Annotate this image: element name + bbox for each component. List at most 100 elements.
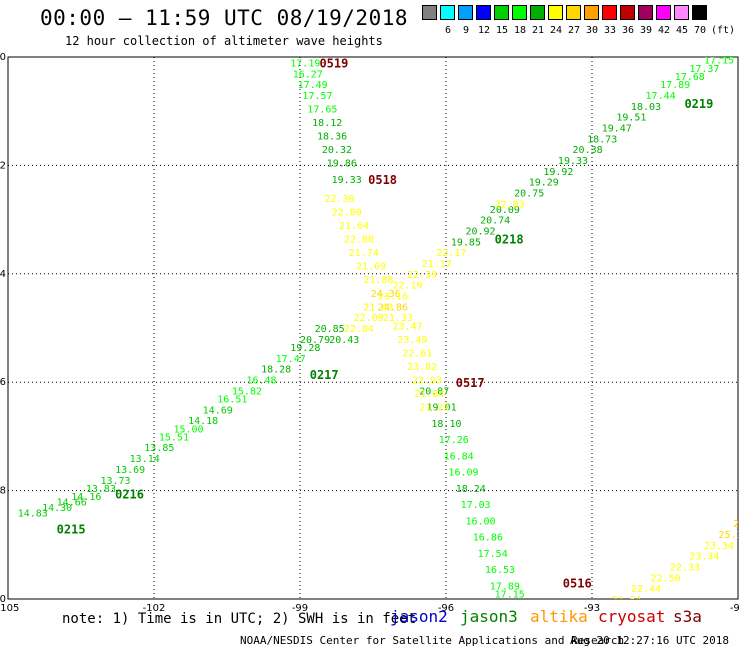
wave-height-value: 20.79	[300, 335, 330, 346]
wave-height-value: 17.89	[660, 80, 690, 91]
legend-swatch	[566, 5, 581, 20]
wave-height-value: 14.66	[57, 497, 87, 508]
wave-height-value: 13.73	[100, 476, 130, 487]
wave-height-value: 15.51	[159, 432, 189, 443]
chart-title: 00:00 – 11:59 UTC 08/19/2018	[40, 6, 409, 30]
wave-height-value: 14.69	[203, 405, 233, 416]
wave-height-value: 14.18	[188, 416, 218, 427]
wave-height-value: 22.09	[354, 313, 384, 324]
wave-height-value: 23.16	[378, 291, 408, 302]
y-tick-label: -60	[0, 594, 6, 605]
y-tick-label: -56	[0, 377, 6, 388]
footer-timestamp: Aug 20 12:27:16 UTC 2018	[570, 634, 729, 647]
legend-cryosat: cryosat	[598, 607, 666, 626]
legend-swatch	[584, 5, 599, 20]
wave-height-value: 16.27	[293, 69, 323, 80]
wave-height-value: 24.86	[378, 302, 408, 313]
wave-height-value: 22.61	[402, 348, 432, 359]
legend-swatch	[476, 5, 491, 20]
wave-height-value: 22.17	[436, 248, 466, 259]
wave-height-value: 22.93	[412, 375, 442, 386]
wave-height-value: 16.13	[719, 50, 740, 61]
legend-swatch	[692, 5, 707, 20]
wave-height-value: 19.85	[451, 237, 481, 248]
legend-label: 15	[495, 25, 509, 36]
wave-height-value: 17.37	[689, 64, 719, 75]
wave-height-value: 17.03	[461, 500, 491, 511]
wave-height-value: 22.80	[332, 207, 362, 218]
legend-label: 39	[639, 25, 653, 36]
wave-height-value: 18.12	[312, 118, 342, 129]
legend-swatch	[458, 5, 473, 20]
legend-s3a: s3a	[673, 607, 702, 626]
wave-height-value: 19.86	[327, 159, 357, 170]
y-tick-label: -54	[0, 269, 6, 280]
wave-height-value: 19.51	[616, 113, 646, 124]
wave-height-value: 22.33	[670, 562, 700, 573]
wave-height-value: 15.44	[733, 45, 740, 56]
legend-swatch	[602, 5, 617, 20]
wave-height-value: 20.74	[480, 216, 510, 227]
legend-swatch	[512, 5, 527, 20]
footer-credit: NOAA/NESDIS Center for Satellite Applica…	[240, 634, 625, 647]
wave-height-value: 13.14	[130, 454, 160, 465]
wave-height-value: 18.10	[431, 419, 461, 430]
wave-height-value: 19.33	[332, 175, 362, 186]
wave-height-value: 17.15	[704, 56, 734, 67]
legend-label: 12	[477, 25, 491, 36]
data-layer: 14.8314.3014.6614.1613.8313.7313.6913.14…	[18, 45, 740, 606]
wave-height-value: 21.84	[414, 389, 444, 400]
wave-height-value: 17.57	[302, 91, 332, 102]
wave-height-value: 16.86	[473, 533, 503, 544]
wave-height-value: 22.39	[407, 270, 437, 281]
pass-time-label: 0217	[310, 368, 339, 382]
wave-height-value: 16.09	[448, 468, 478, 479]
wave-height-value: 21.64	[339, 221, 369, 232]
wave-height-value: 18.03	[631, 102, 661, 113]
wave-height-value: 22.84	[344, 324, 374, 335]
legend-swatch	[656, 5, 671, 20]
wave-height-value: 15.00	[173, 424, 203, 435]
legend-label: 18	[513, 25, 527, 36]
pass-time-label: 0218	[495, 233, 524, 247]
wave-height-value: 17.26	[439, 435, 469, 446]
pass-time-label: 0215	[57, 523, 86, 537]
wave-height-value: 20.92	[465, 226, 495, 237]
wave-height-value: 22.03	[495, 199, 525, 210]
legend-jason2: jason2	[390, 607, 448, 626]
wave-height-value: 13.83	[86, 484, 116, 495]
y-tick-label: -50	[0, 52, 6, 63]
wave-height-value: 21.64	[611, 595, 641, 606]
wave-height-value: 22.19	[392, 281, 422, 292]
wave-height-value: 23.47	[392, 321, 422, 332]
note-text: note: 1) Time is in UTC; 2) SWH is in fe…	[62, 611, 417, 627]
legend-altika: altika	[530, 607, 588, 626]
wave-height-value: 17.89	[490, 581, 520, 592]
wave-height-value: 20.09	[490, 205, 520, 216]
wave-height-value: 19.33	[558, 156, 588, 167]
y-tick-label: -52	[0, 160, 6, 171]
wave-height-value: 21.22	[419, 403, 449, 414]
wave-height-value: 20.87	[419, 386, 449, 397]
wave-height-value: 19.29	[529, 178, 559, 189]
wave-height-value: 17.15	[495, 590, 525, 601]
wave-height-value: 16.84	[444, 451, 474, 462]
wave-height-value: 14.16	[71, 492, 101, 503]
legend-swatch	[440, 5, 455, 20]
wave-height-value: 20.85	[315, 324, 345, 335]
wave-height-value: 24.57	[733, 519, 740, 530]
y-tick-label: -58	[0, 486, 6, 497]
wave-height-value: 16.48	[246, 375, 276, 386]
x-tick-label: -102	[143, 603, 166, 614]
wave-height-value: 21.69	[356, 262, 386, 273]
wave-height-value: 20.32	[322, 145, 352, 156]
wave-height-value: 20.75	[514, 189, 544, 200]
wave-height-value: 23.34	[704, 541, 734, 552]
wave-height-value: 20.38	[573, 145, 603, 156]
wave-height-value: 19.47	[602, 123, 632, 134]
wave-height-value: 22.44	[631, 584, 661, 595]
wave-height-value: 17.68	[675, 72, 705, 83]
wave-height-value: 17.54	[478, 549, 508, 560]
legend-swatch	[530, 5, 545, 20]
